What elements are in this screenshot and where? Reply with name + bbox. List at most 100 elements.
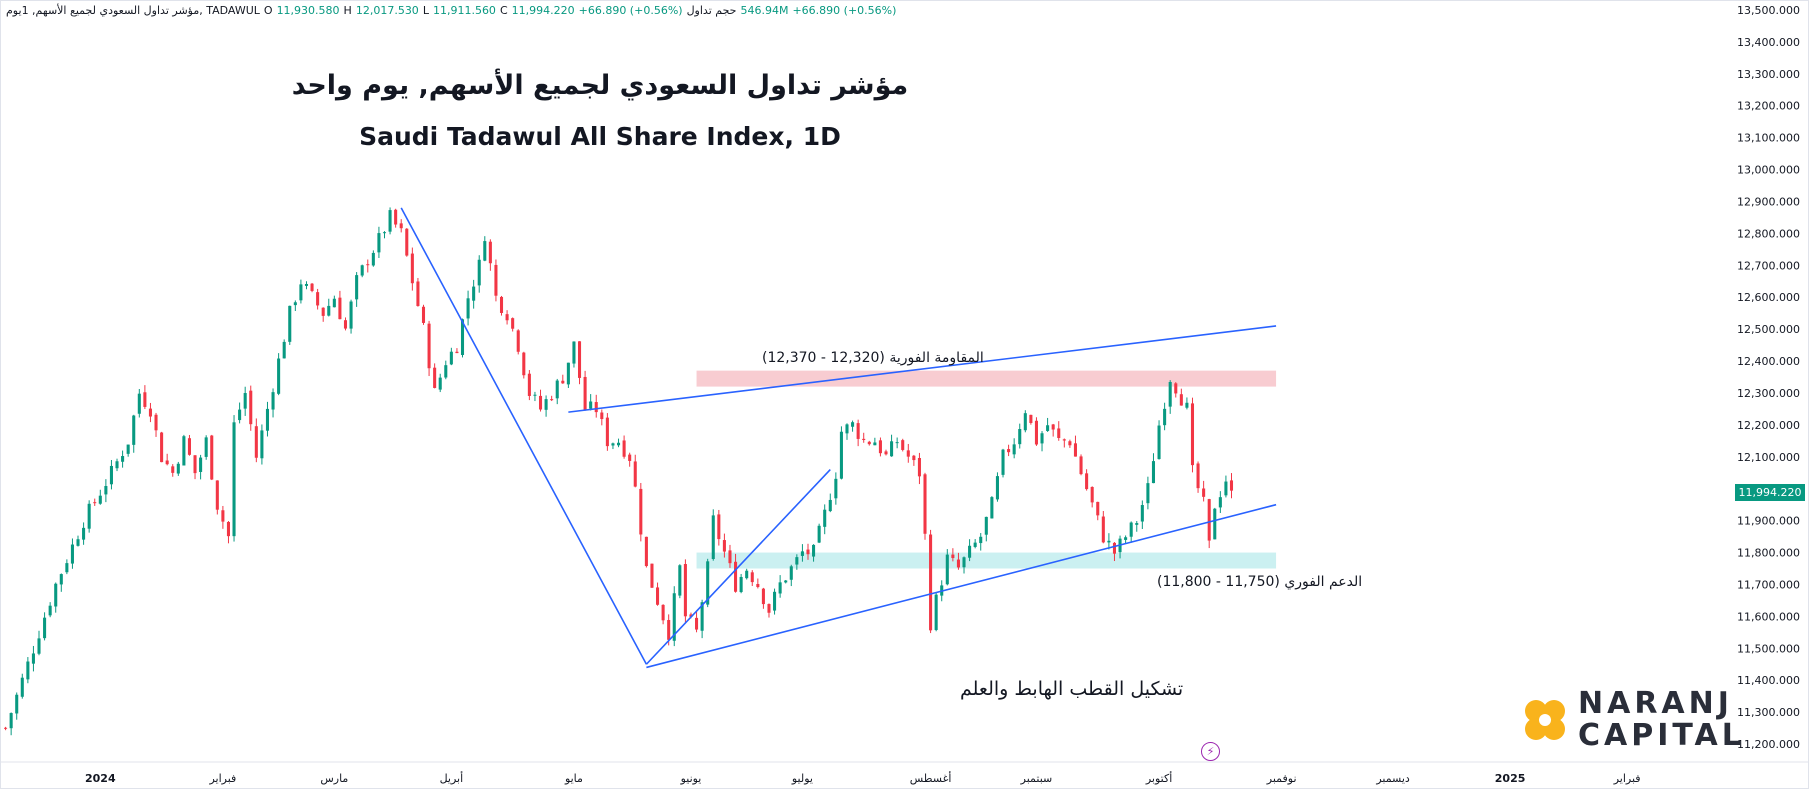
candle	[839, 426, 843, 480]
candle	[901, 438, 905, 452]
candle	[176, 461, 180, 476]
open-value: 11,930.580	[276, 4, 340, 17]
candle	[1229, 473, 1234, 499]
volume-value: 546.94M	[740, 4, 789, 17]
candle	[1129, 521, 1133, 543]
candle	[182, 434, 186, 466]
candle	[70, 538, 74, 569]
candle	[1034, 417, 1038, 446]
candle	[873, 437, 877, 446]
pattern-label: تشكيل القطب الهابط والعلم	[960, 678, 1184, 700]
candle	[890, 434, 894, 457]
price-zones	[696, 370, 1277, 569]
x-tick-label: أبريل	[440, 771, 464, 785]
candle	[678, 564, 682, 599]
candle	[483, 236, 487, 262]
price-axis[interactable]: 11,200.000 11,300.000 11,400.000 11,500.000…	[1737, 4, 1800, 751]
channel-upper-trendline[interactable]	[568, 325, 1277, 413]
candle	[1046, 417, 1050, 432]
y-tick-label: 13,100.000	[1737, 132, 1800, 145]
candle	[1107, 533, 1111, 550]
candle	[371, 250, 375, 267]
candle	[1196, 461, 1200, 493]
candle	[466, 290, 470, 326]
candle	[388, 207, 392, 235]
candle	[449, 347, 453, 366]
candle	[633, 454, 637, 488]
candle	[1163, 402, 1167, 431]
candle	[277, 353, 281, 396]
candle	[945, 549, 949, 586]
candle	[1146, 476, 1150, 510]
candle	[382, 231, 387, 239]
candle	[1029, 414, 1033, 425]
time-axis[interactable]: 2024 فبراير مارس أبريل مايو يونيو يوليو أغسطس سب…	[0, 761, 1809, 785]
candle	[611, 442, 615, 450]
candle	[293, 300, 297, 312]
candle	[828, 493, 832, 513]
candle	[48, 602, 52, 618]
close-label: C	[499, 4, 508, 17]
candle	[538, 389, 543, 412]
candle	[327, 298, 331, 317]
candle	[265, 401, 270, 437]
candle	[956, 552, 960, 570]
candle	[695, 611, 699, 633]
candle	[1001, 448, 1005, 478]
y-tick-label: 13,000.000	[1737, 164, 1800, 177]
candle	[232, 415, 236, 542]
candle	[962, 556, 966, 574]
channel-lower-trendline[interactable]	[646, 503, 1277, 669]
candle	[1018, 423, 1022, 449]
candle	[745, 568, 749, 580]
candle	[600, 409, 604, 426]
resistance-label: المقاومة الفورية (12,320 - 12,370)	[762, 350, 984, 366]
candle	[343, 317, 348, 331]
candle	[43, 612, 47, 641]
candle	[1140, 500, 1144, 529]
candle	[639, 482, 643, 542]
high-value: 12,017.530	[355, 4, 419, 17]
candle	[109, 459, 113, 490]
candle	[316, 288, 320, 310]
symbol-name[interactable]: مؤشر تداول السعودي لجميع الأسهم, 1يوم, T…	[6, 4, 260, 17]
y-tick-label: 11,700.000	[1737, 578, 1800, 591]
candle	[661, 604, 665, 625]
candle	[76, 535, 80, 547]
candle	[516, 329, 520, 355]
candle	[37, 630, 41, 656]
candle	[137, 388, 141, 418]
candle	[968, 539, 972, 562]
candle	[577, 341, 582, 385]
x-tick-label: مارس	[320, 772, 348, 785]
candle	[171, 464, 175, 477]
candle	[416, 277, 420, 307]
candle	[1168, 380, 1172, 414]
candle	[1224, 475, 1228, 498]
y-tick-label: 12,900.000	[1737, 195, 1800, 208]
candle	[566, 362, 570, 388]
x-tick-label: مايو	[564, 772, 583, 785]
flagpole-lower-trendline[interactable]	[645, 469, 831, 665]
candle	[878, 437, 882, 457]
candle	[65, 559, 69, 575]
candle	[717, 509, 721, 546]
candle	[148, 402, 152, 423]
candle	[1023, 410, 1027, 433]
change-value-2: +66.890 (+0.56%)	[792, 4, 897, 17]
candle	[594, 394, 598, 418]
change-value: +66.890 (+0.56%)	[578, 4, 683, 17]
candle	[650, 563, 654, 588]
candle	[628, 452, 632, 467]
candle	[929, 529, 933, 634]
candle	[1101, 511, 1105, 544]
candle	[884, 449, 888, 456]
candle	[951, 548, 955, 562]
x-tick-label: أكتوبر	[1145, 771, 1172, 785]
lightning-icon[interactable]: ⚡	[1201, 742, 1220, 761]
candle	[15, 692, 19, 720]
candle	[739, 573, 743, 594]
flagpole-trendline[interactable]	[400, 207, 648, 665]
x-tick-label: 2025	[1495, 772, 1526, 785]
